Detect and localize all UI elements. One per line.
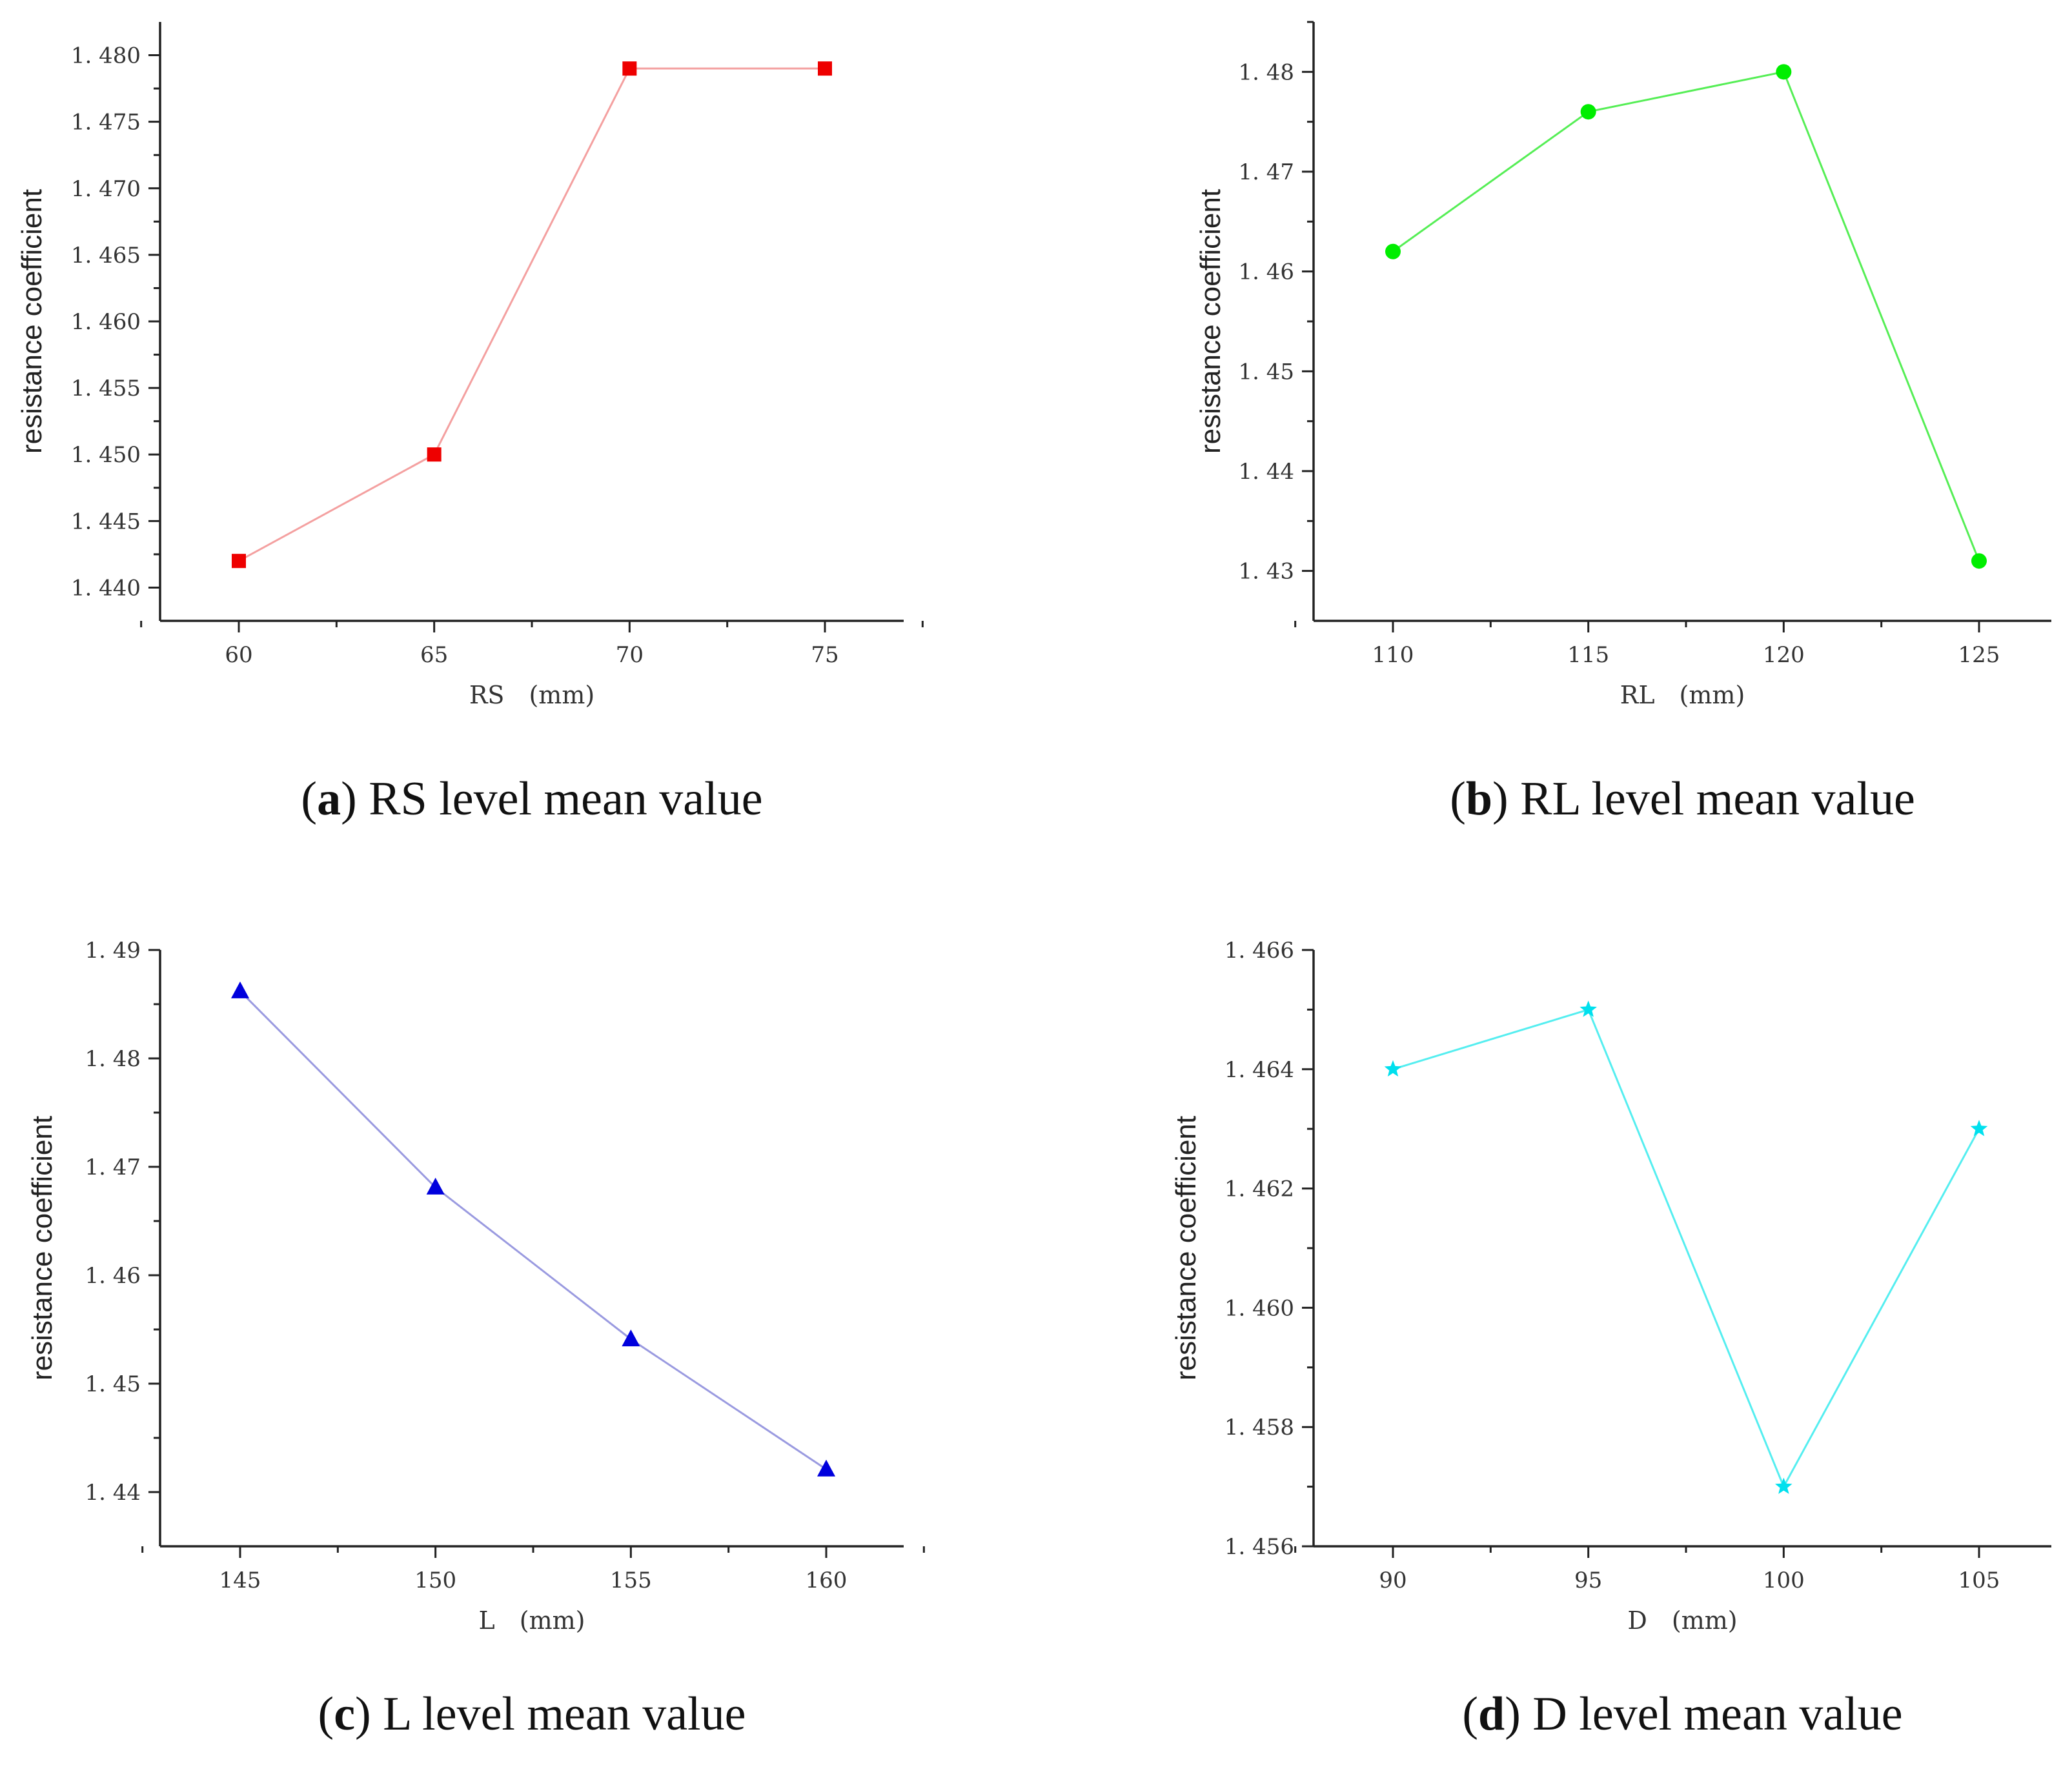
y-tick-label: 1. 460: [1224, 1295, 1294, 1321]
chart-caption: (b) RL level mean value: [1450, 772, 1915, 825]
data-point: [1775, 1477, 1793, 1494]
chart-c: 1. 44 1. 45 1. 46 1. 47 1. 48 1. 49 145 150 155 1…: [26, 938, 925, 1741]
y-tick-label: 1. 466: [1224, 938, 1294, 964]
chart-d: 1. 456 1. 458 1. 460 1. 462 1. 464 1. 466 90 95…: [1170, 938, 2051, 1741]
data-point: [1970, 1120, 1988, 1136]
chart-caption: (d) D level mean value: [1462, 1688, 1902, 1741]
x-axis-title: L (mm): [479, 1606, 585, 1635]
y-axis-title: resistance coefficient: [1170, 1116, 1202, 1380]
series-line: [239, 990, 827, 1470]
x-axis-title: RL (mm): [1620, 681, 1745, 709]
y-tick-label: 1. 43: [1238, 559, 1294, 585]
y-tick-label: 1. 465: [71, 243, 141, 268]
data-point: [622, 61, 637, 76]
caption-letter: d: [1478, 1688, 1505, 1741]
caption-text: L level mean value: [383, 1688, 746, 1741]
x-tick-label: 150: [414, 1568, 456, 1593]
data-point: [1776, 64, 1792, 80]
x-axis-title: RS (mm): [469, 681, 594, 709]
data-point: [231, 981, 249, 998]
data-point: [1384, 1060, 1402, 1077]
caption-paren-open: (: [1462, 1688, 1478, 1741]
y-tick-label: 1. 48: [1238, 59, 1294, 85]
y-axis-title: resistance coefficient: [26, 1116, 58, 1380]
chart-b: 1. 43 1. 44 1. 45 1. 46 1. 47 1. 48 110 115 120 1…: [1195, 21, 2051, 825]
y-tick-label: 1. 450: [71, 442, 141, 468]
chart-caption: (c) L level mean value: [318, 1688, 746, 1741]
chart-caption: (a) RS level mean value: [301, 772, 762, 825]
caption-paren-open: (: [1450, 772, 1466, 825]
series-line: [238, 67, 825, 562]
x-tick-label: 65: [420, 642, 448, 668]
y-tick-label: 1. 47: [1238, 159, 1294, 185]
data-point: [426, 1177, 445, 1195]
y-tick-label: 1. 46: [1238, 259, 1294, 285]
caption-text: RL level mean value: [1520, 772, 1915, 825]
y-tick-label: 1. 48: [85, 1046, 141, 1072]
x-tick-label: 70: [616, 642, 644, 668]
caption-letter: a: [317, 772, 341, 825]
data-point: [1385, 243, 1401, 259]
y-tick-label: 1. 440: [71, 575, 141, 601]
x-tick-label: 145: [219, 1568, 261, 1593]
data-point: [817, 1459, 835, 1477]
chart-a: 1. 440 1. 445 1. 450 1. 455 1. 460 1. 465 1. 4…: [16, 22, 924, 825]
y-tick-label: 1. 44: [1238, 459, 1294, 485]
y-tick-label: 1. 47: [85, 1155, 141, 1180]
y-tick-label: 1. 455: [71, 376, 141, 401]
caption-paren-open: (: [301, 772, 317, 825]
y-tick-label: 1. 460: [71, 309, 141, 335]
x-tick-label: 105: [1958, 1568, 2000, 1593]
x-axis-title: D (mm): [1627, 1606, 1737, 1635]
x-tick-label: 160: [806, 1568, 848, 1593]
x-tick-label: 120: [1763, 642, 1805, 668]
x-tick-label: 155: [610, 1568, 652, 1593]
data-point: [1971, 553, 1987, 569]
caption-letter: b: [1466, 772, 1492, 825]
x-tick-label: 90: [1379, 1568, 1407, 1593]
data-point: [232, 554, 246, 569]
caption-paren-close: ): [341, 772, 369, 825]
caption-paren-close: ): [1505, 1688, 1532, 1741]
caption-paren-close: ): [355, 1688, 383, 1741]
data-point: [818, 61, 832, 76]
y-axis-title: resistance coefficient: [16, 189, 48, 454]
x-tick-label: 125: [1958, 642, 2000, 668]
caption-letter: c: [334, 1688, 355, 1741]
data-point: [622, 1329, 640, 1347]
y-tick-label: 1. 49: [85, 938, 141, 964]
caption-text: D level mean value: [1532, 1688, 1902, 1741]
x-tick-label: 100: [1763, 1568, 1805, 1593]
y-tick-label: 1. 445: [71, 509, 141, 534]
data-point: [1580, 104, 1596, 120]
caption-text: RS level mean value: [369, 772, 762, 825]
y-tick-label: 1. 475: [71, 110, 141, 136]
series-line: [1392, 70, 1980, 561]
y-tick-label: 1. 45: [85, 1371, 141, 1397]
x-tick-label: 60: [225, 642, 252, 668]
x-tick-label: 115: [1567, 642, 1609, 668]
caption-paren-open: (: [318, 1688, 334, 1741]
y-tick-label: 1. 464: [1224, 1057, 1294, 1083]
y-tick-label: 1. 462: [1224, 1176, 1294, 1202]
y-tick-label: 1. 44: [85, 1480, 141, 1506]
data-point: [1579, 1000, 1597, 1017]
y-tick-label: 1. 458: [1224, 1415, 1294, 1440]
y-tick-label: 1. 46: [85, 1263, 141, 1289]
x-tick-label: 110: [1372, 642, 1414, 668]
series-line: [1392, 1008, 1980, 1489]
caption-paren-close: ): [1492, 772, 1520, 825]
y-tick-label: 1. 480: [71, 43, 141, 69]
x-tick-label: 75: [811, 642, 838, 668]
x-tick-label: 95: [1574, 1568, 1602, 1593]
data-point: [427, 447, 442, 462]
y-axis-title: resistance coefficient: [1195, 189, 1226, 454]
y-tick-label: 1. 45: [1238, 359, 1294, 385]
y-tick-label: 1. 456: [1224, 1534, 1294, 1560]
y-tick-label: 1. 470: [71, 176, 141, 202]
